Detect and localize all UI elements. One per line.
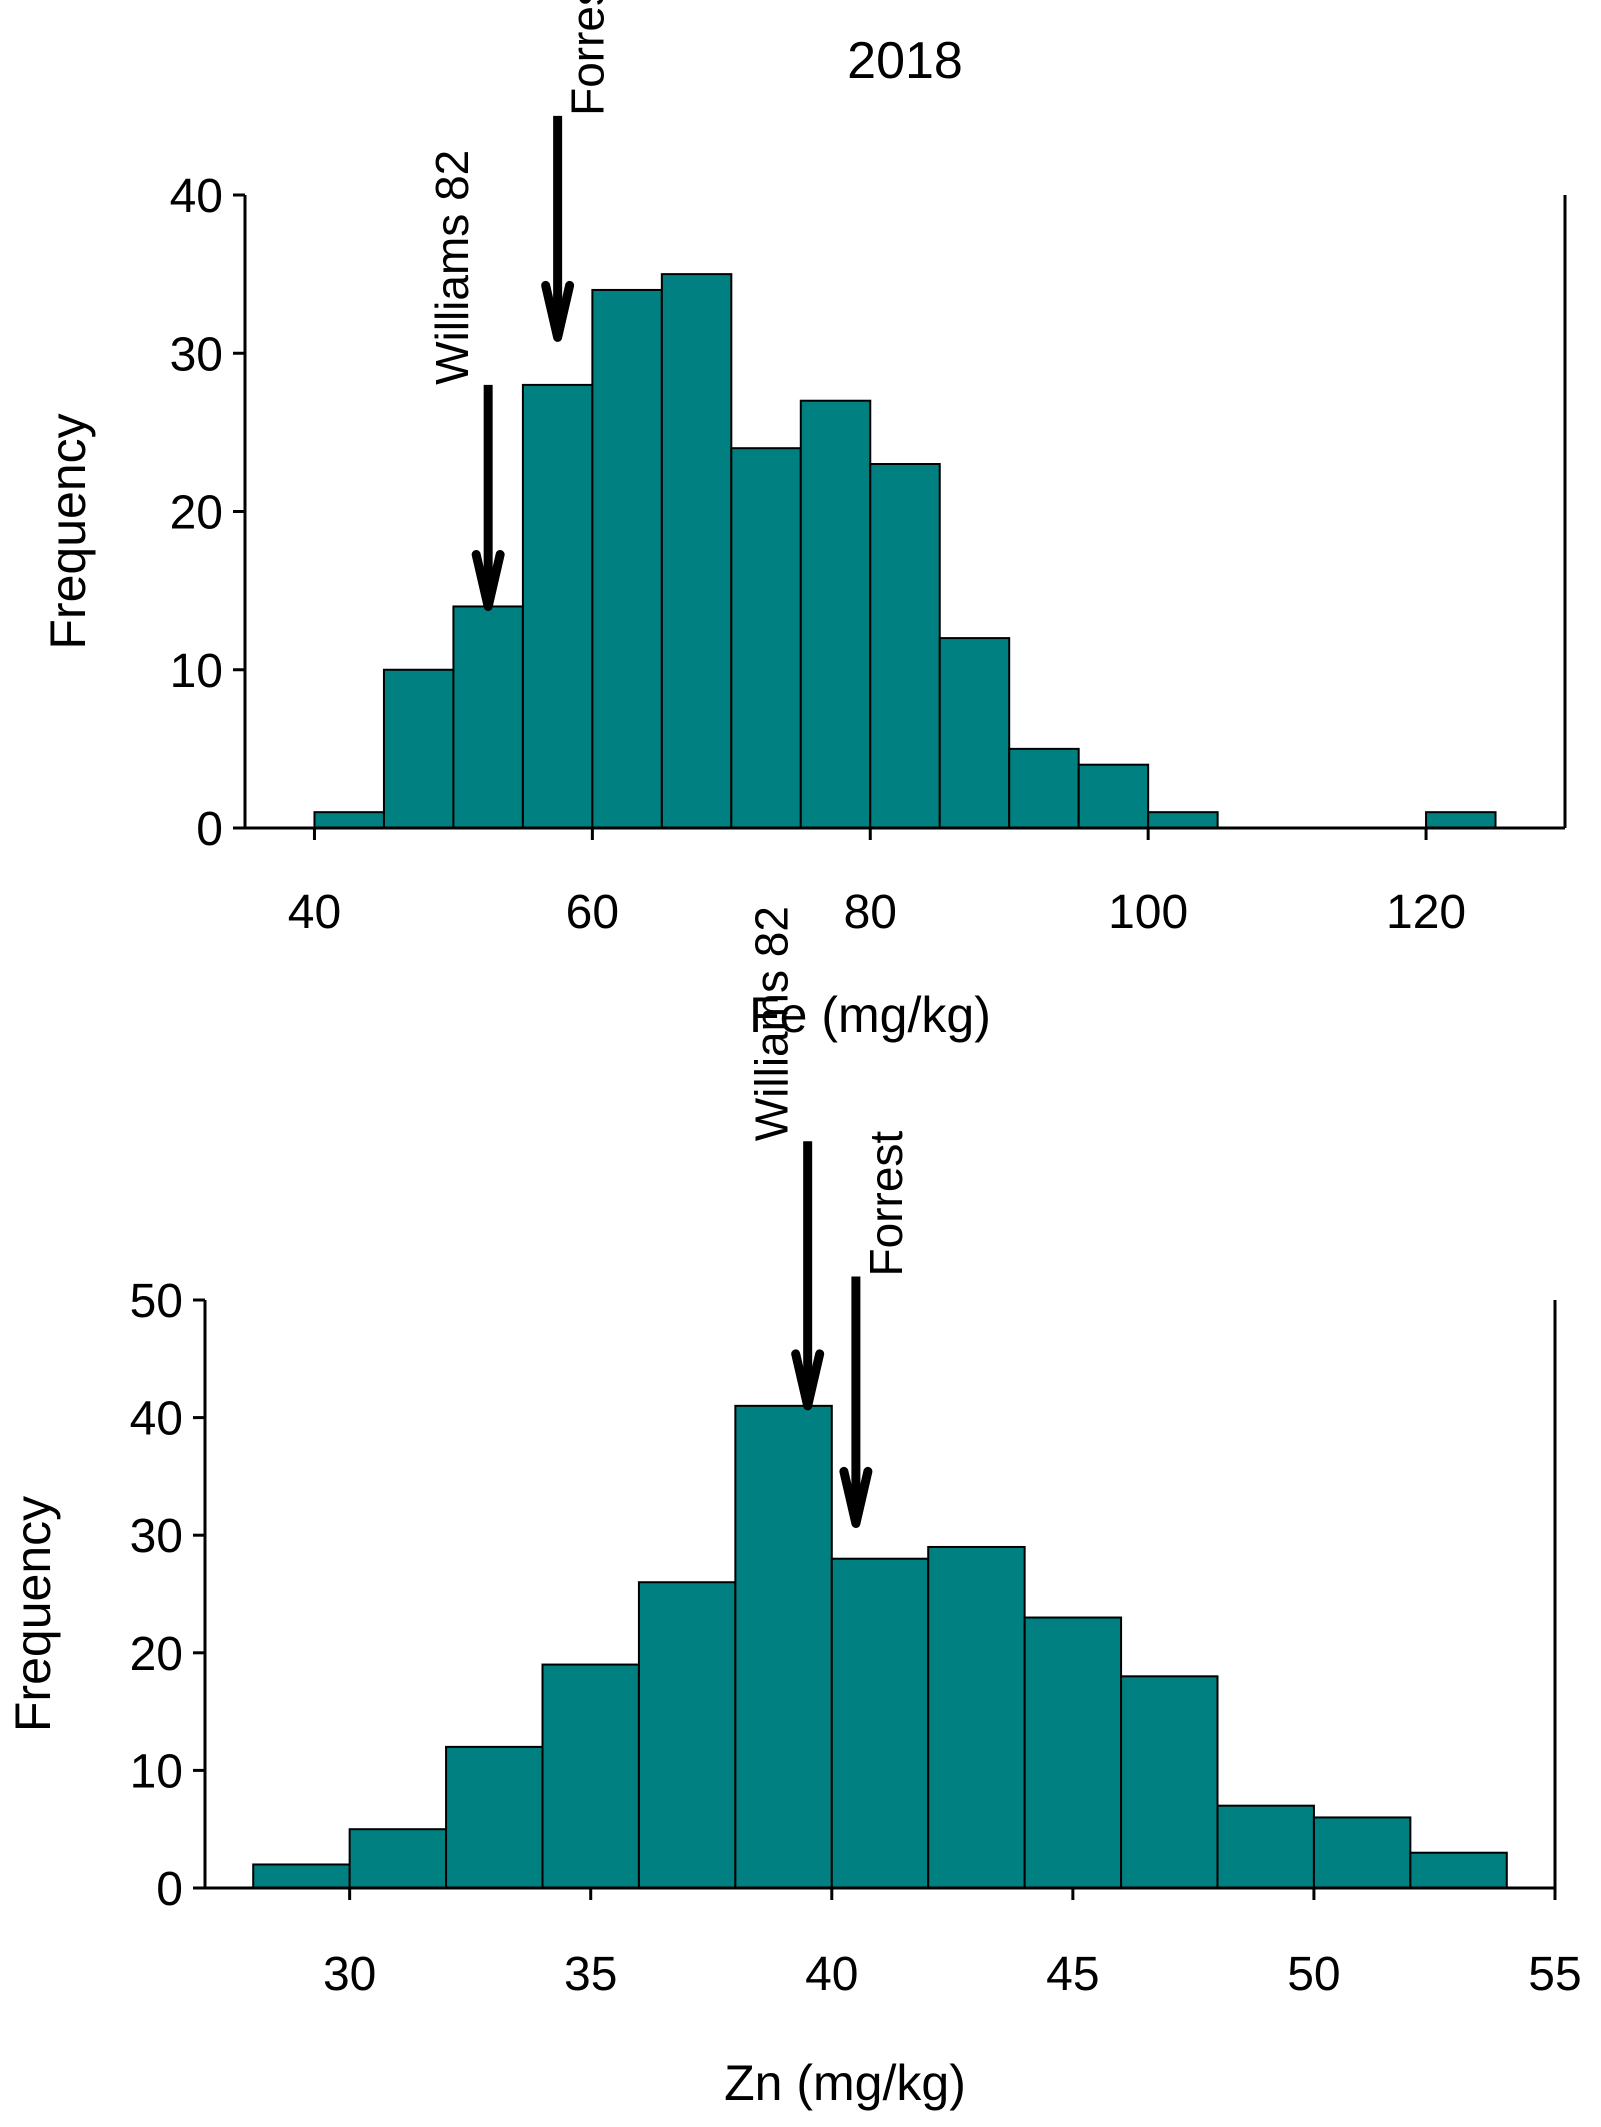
fe-bar	[1147, 811, 1219, 829]
zn-bar	[445, 1745, 544, 1889]
y-axis-title: Frequency	[5, 1496, 61, 1732]
y-tick-label: 10	[130, 1745, 183, 1798]
fe-bar	[591, 288, 663, 829]
fe-bar	[313, 811, 385, 829]
williams-82-arrow-head	[791, 1349, 825, 1411]
forrest-arrow-head	[541, 280, 575, 342]
zn-bar	[348, 1828, 448, 1889]
x-tick-label: 55	[1528, 1948, 1581, 2001]
zn-bar	[541, 1663, 640, 1890]
y-tick-label: 40	[130, 1393, 183, 1446]
zn-bar	[1023, 1616, 1123, 1890]
y-axis-title: Frequency	[40, 413, 96, 649]
williams-82-label: Williams 82	[746, 906, 798, 1141]
zn-bar	[830, 1557, 930, 1889]
y-tick-label: 0	[156, 1863, 183, 1916]
fe-bar	[1077, 763, 1150, 830]
y-tick-label: 40	[170, 170, 223, 223]
fe-bar	[660, 273, 733, 829]
y-tick-label: 30	[170, 328, 223, 381]
y-tick-label: 20	[170, 487, 223, 540]
fe-bar	[521, 383, 594, 829]
fe-bar	[1008, 747, 1080, 829]
fe-bar	[938, 637, 1011, 829]
fe-bar	[382, 668, 455, 829]
y-tick-label: 30	[130, 1510, 183, 1563]
fe-histogram-chart: 0 10 20 30 40 40 60 80 100 120 Fe (mg/kg) Frequency…	[40, 0, 1567, 1043]
x-tick-label: 40	[805, 1948, 858, 2001]
zn-bar	[1409, 1851, 1508, 1889]
fe-bar	[730, 447, 802, 829]
x-axis-title: Zn (mg/kg)	[724, 2055, 966, 2111]
x-tick-label: 30	[323, 1948, 376, 2001]
zn-bar	[734, 1404, 833, 1889]
fe-bar	[869, 463, 941, 829]
y-tick-label: 10	[170, 645, 223, 698]
x-axis-title: Fe (mg/kg)	[749, 987, 991, 1043]
y-tick-label: 20	[130, 1628, 183, 1681]
x-tick-label: 50	[1287, 1948, 1340, 2001]
zn-histogram-chart: 0 10 20 30 40 50 30 35 40 45 50 55 Zn (mg/kg) Frequen…	[5, 906, 1582, 2111]
x-tick-label: 45	[1046, 1948, 1099, 2001]
zn-bar	[252, 1863, 351, 1889]
x-tick-label: 40	[288, 886, 341, 939]
x-tick-label: 80	[844, 886, 897, 939]
y-tick-label: 0	[196, 803, 223, 856]
zn-bar	[1120, 1675, 1219, 1889]
figure-title: 2018	[847, 32, 963, 90]
zn-bar	[1216, 1804, 1315, 1890]
fe-bar	[452, 605, 524, 830]
zn-bar	[637, 1581, 737, 1889]
x-tick-label: 60	[566, 886, 619, 939]
x-tick-label: 100	[1108, 886, 1188, 939]
y-tick-label: 50	[130, 1275, 183, 1328]
fe-bar	[799, 399, 872, 829]
zn-bar	[1312, 1816, 1412, 1889]
williams-82-arrow-head	[471, 549, 505, 611]
x-tick-label: 35	[564, 1948, 617, 2001]
x-tick-label: 120	[1386, 886, 1466, 939]
forrest-arrow-head	[839, 1466, 873, 1528]
forrest-label: Forrest	[562, 0, 614, 116]
forrest-label: Forrest	[860, 1131, 912, 1277]
zn-bar	[927, 1545, 1026, 1889]
fe-bar	[1425, 811, 1497, 829]
williams-82-label: Williams 82	[426, 150, 478, 385]
